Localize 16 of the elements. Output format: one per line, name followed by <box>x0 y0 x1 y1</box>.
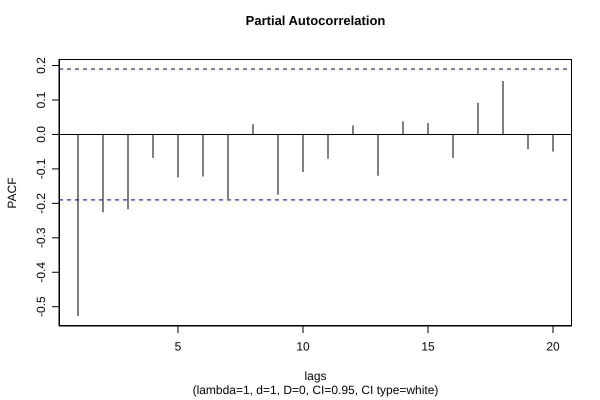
y-tick-label: -0.3 <box>34 227 48 248</box>
text: (lambda=1, d=1, D=0, CI=0.95, CI type=white) <box>192 383 440 397</box>
y-axis-title: PACF <box>5 176 19 210</box>
y-tick-label: 0.1 <box>34 91 48 108</box>
x-tick-label: 10 <box>296 340 310 354</box>
y-tick-label: -0.1 <box>34 158 48 180</box>
y-tick-label: -0.4 <box>34 262 48 283</box>
y-tick-label: 0.2 <box>34 56 48 74</box>
y-tick-label: 0.0 <box>34 126 48 143</box>
x-tick-label: 20 <box>546 340 560 354</box>
x-tick-label: 15 <box>421 340 435 354</box>
x-axis-title: lags <box>303 369 328 383</box>
chart-title: Partial Autocorrelation <box>244 13 386 29</box>
x-tick-label: 5 <box>174 340 182 354</box>
y-tick-label: -0.5 <box>34 296 48 318</box>
y-tick-label: -0.2 <box>34 192 48 214</box>
